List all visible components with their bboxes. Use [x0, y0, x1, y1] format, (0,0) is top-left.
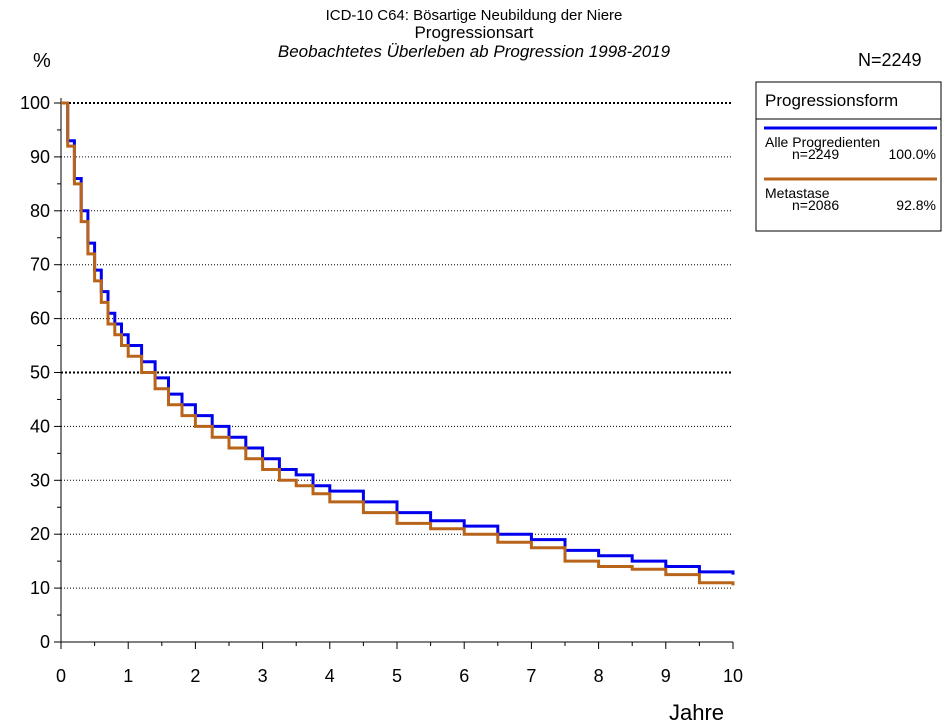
x-tick-label-7: 7	[526, 666, 536, 686]
x-tick-label-3: 3	[258, 666, 268, 686]
grid-lines	[61, 102, 733, 589]
legend: Progressionsform Alle Progredientenn=224…	[755, 81, 942, 232]
x-tick-label-0: 0	[56, 666, 66, 686]
chart-subtitle: Beobachtetes Überleben ab Progression 19…	[277, 42, 671, 61]
legend-title: Progressionsform	[765, 91, 898, 110]
x-tick-label-5: 5	[392, 666, 402, 686]
y-tick-label-60: 60	[30, 309, 50, 329]
y-tick-label-30: 30	[30, 470, 50, 490]
chart-title-line2: Progressionsart	[414, 23, 534, 42]
legend-box	[755, 81, 942, 232]
y-tick-label-50: 50	[30, 363, 50, 383]
series-line-1	[61, 101, 735, 575]
y-tick-label-80: 80	[30, 201, 50, 221]
axes	[54, 98, 734, 649]
total-count: N=2249	[858, 50, 922, 70]
legend-series-name-2: Metastase	[765, 185, 830, 201]
series-line-2	[61, 101, 735, 586]
y-tick-label-100: 100	[20, 93, 50, 113]
legend-series-pct-2: 92.8%	[896, 197, 936, 213]
x-axis-label: Jahre	[669, 700, 725, 725]
x-tick-label-4: 4	[325, 666, 335, 686]
x-tick-label-10: 10	[723, 666, 743, 686]
x-tick-label-2: 2	[190, 666, 200, 686]
x-tick-label-6: 6	[459, 666, 469, 686]
y-tick-label-0: 0	[40, 632, 50, 652]
y-tick-label-10: 10	[30, 578, 50, 598]
y-tick-label-40: 40	[30, 416, 50, 436]
y-tick-label-20: 20	[30, 524, 50, 544]
legend-series-n-2: n=2086	[792, 197, 839, 213]
x-tick-label-1: 1	[123, 666, 133, 686]
tick-labels: 0 10 20 30 40 50 60 70 80 90 100 0 1 2 3 4 5 6 7 8 9 10	[20, 93, 743, 686]
x-tick-label-8: 8	[594, 666, 604, 686]
y-tick-label-90: 90	[30, 147, 50, 167]
x-tick-label-9: 9	[661, 666, 671, 686]
legend-series-pct-1: 100.0%	[889, 146, 936, 162]
y-tick-label-70: 70	[30, 255, 50, 275]
series-lines	[61, 101, 735, 586]
legend-series-n-1: n=2249	[792, 146, 839, 162]
y-axis-label: %	[33, 50, 51, 72]
legend-series-name-1: Alle Progredienten	[765, 134, 880, 150]
chart-title-line1: ICD-10 C64: Bösartige Neubildung der Nie…	[325, 7, 623, 24]
